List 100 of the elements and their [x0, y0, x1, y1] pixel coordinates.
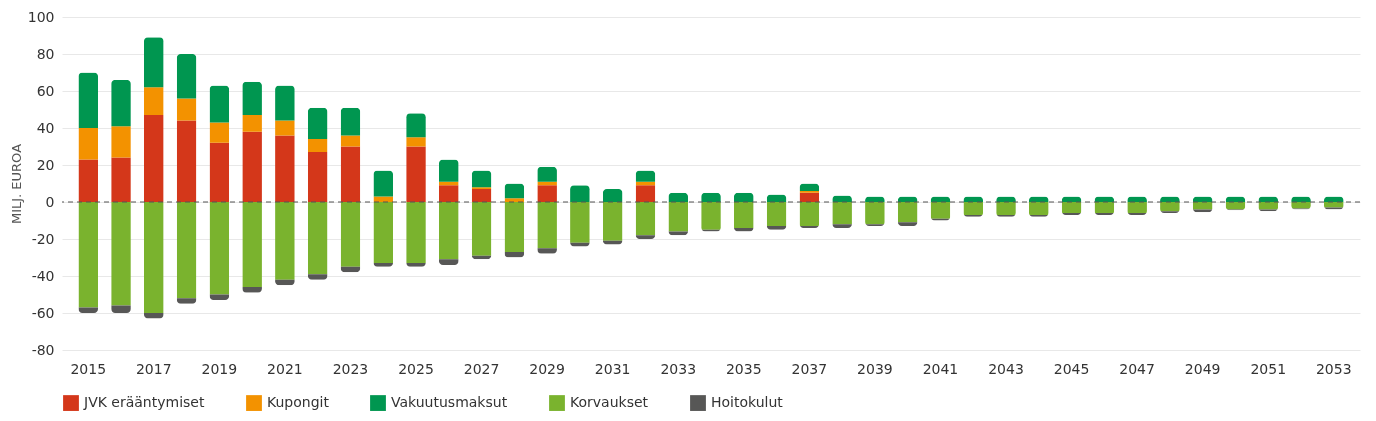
y-tick-label: -40	[31, 267, 55, 284]
bar	[209, 202, 230, 295]
bar	[537, 185, 557, 202]
bar	[111, 79, 131, 127]
bar	[307, 152, 328, 202]
bar	[799, 202, 820, 227]
legend-label: Korvaukset	[570, 394, 649, 411]
bar	[471, 170, 492, 188]
bar	[1061, 202, 1082, 214]
x-tick-label: 2031	[594, 360, 631, 377]
bar	[537, 202, 557, 249]
bar	[1028, 202, 1049, 215]
y-tick-label: -60	[31, 304, 55, 321]
x-tick-label: 2053	[1315, 360, 1352, 377]
bar	[438, 202, 459, 260]
bar	[340, 107, 361, 136]
x-tick-label: 2015	[70, 360, 107, 377]
bar	[635, 185, 656, 202]
bar	[78, 72, 99, 128]
legend-label: Vakuutusmaksut	[391, 394, 508, 411]
bar	[537, 166, 557, 182]
bar	[78, 128, 99, 160]
bar	[242, 115, 262, 132]
x-tick-label: 2019	[201, 360, 238, 377]
bar	[504, 202, 525, 252]
bar	[438, 159, 459, 182]
x-tick-label: 2045	[1053, 360, 1090, 377]
bar	[242, 131, 262, 202]
y-tick-label: 60	[36, 82, 55, 99]
bar	[635, 170, 656, 182]
bar	[340, 146, 361, 202]
y-tick-label: -80	[31, 341, 55, 358]
bar	[307, 107, 328, 140]
x-tick-label: 2021	[267, 360, 303, 377]
x-tick-label: 2043	[988, 360, 1024, 377]
bar	[143, 115, 164, 202]
y-tick-label: -20	[31, 230, 55, 247]
x-tick-label: 2027	[463, 360, 500, 377]
x-tick-label: 2037	[791, 360, 828, 377]
legend-label: Kupongit	[267, 394, 330, 411]
x-tick-label: 2025	[398, 360, 434, 377]
x-tick-label: 2041	[922, 360, 959, 377]
bar	[373, 202, 394, 264]
x-tick-label: 2017	[135, 360, 172, 377]
x-tick-label: 2047	[1119, 360, 1155, 377]
bar	[307, 202, 328, 275]
bar	[701, 202, 721, 230]
bar	[275, 202, 295, 280]
bar	[406, 137, 426, 147]
bar	[406, 202, 426, 264]
bar	[635, 202, 656, 236]
bar	[111, 126, 131, 158]
bar	[373, 170, 394, 197]
bar	[209, 142, 230, 202]
bar	[471, 202, 492, 256]
bar	[1323, 202, 1344, 208]
y-tick-label: 40	[36, 119, 55, 136]
bar	[438, 185, 459, 202]
x-tick-label: 2049	[1184, 360, 1221, 377]
bar	[78, 159, 99, 202]
bar	[242, 81, 262, 116]
bar	[176, 202, 197, 299]
y-axis-title: MILJ. EUROA	[8, 143, 24, 225]
bar	[766, 202, 787, 227]
bar	[143, 87, 164, 116]
bar	[733, 202, 754, 228]
x-tick-label: 2039	[857, 360, 893, 377]
bar	[242, 202, 262, 288]
bar	[176, 120, 197, 202]
bar	[209, 85, 230, 123]
bar	[930, 202, 951, 219]
bar	[78, 202, 99, 308]
bar	[438, 259, 459, 265]
y-tick-label: 100	[27, 8, 55, 25]
bar	[570, 202, 590, 243]
bar	[176, 98, 197, 121]
bar	[275, 85, 295, 121]
bar	[143, 37, 164, 88]
x-tick-label: 2051	[1250, 360, 1287, 377]
legend-label: Hoitokulut	[711, 394, 784, 411]
bar	[1094, 202, 1115, 214]
bar	[373, 196, 394, 202]
y-tick-label: 20	[36, 156, 55, 173]
bar	[275, 135, 295, 202]
x-tick-label: 2023	[332, 360, 369, 377]
bar	[143, 202, 164, 313]
y-tick-label: 80	[36, 45, 55, 62]
bar	[307, 139, 328, 153]
y-tick-label: 0	[45, 193, 55, 210]
x-tick-label: 2029	[529, 360, 565, 377]
bar	[340, 202, 361, 267]
bar	[209, 122, 230, 143]
x-tick-label: 2035	[725, 360, 762, 377]
bar	[897, 202, 918, 223]
bar	[78, 307, 99, 313]
bar	[111, 202, 131, 306]
x-tick-label: 2033	[660, 360, 697, 377]
bar	[602, 202, 623, 241]
legend-label: JVK erääntymiset	[83, 394, 205, 411]
bar	[668, 202, 689, 232]
